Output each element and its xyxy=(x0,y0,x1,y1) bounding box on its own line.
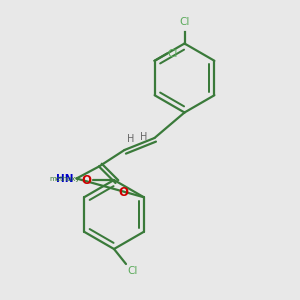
Text: H: H xyxy=(140,131,147,142)
Text: O: O xyxy=(118,186,128,199)
Text: Cl: Cl xyxy=(128,266,138,276)
Text: HN: HN xyxy=(56,173,74,184)
Text: Cl: Cl xyxy=(179,17,190,27)
Text: H: H xyxy=(128,134,135,144)
Text: O: O xyxy=(82,173,92,187)
Text: methoxy: methoxy xyxy=(49,176,80,182)
Text: Cl: Cl xyxy=(168,49,178,59)
